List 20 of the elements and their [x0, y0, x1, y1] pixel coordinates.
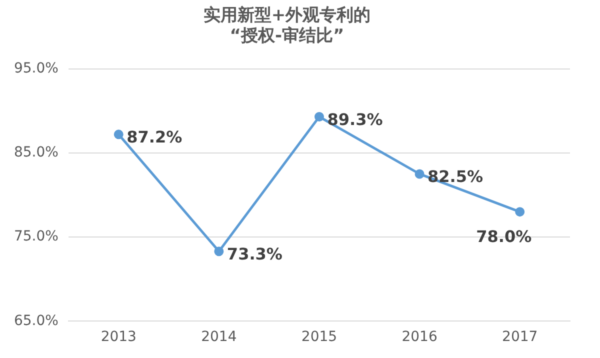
data-label: 89.3%	[327, 110, 383, 129]
x-tick-label: 2016	[402, 329, 438, 346]
x-tick-label: 2013	[100, 329, 136, 346]
point	[414, 169, 424, 179]
y-tick-label: 85.0%	[14, 144, 58, 161]
y-tick-label: 95.0%	[14, 60, 58, 76]
point	[314, 112, 324, 122]
y-tick-label: 65.0%	[14, 312, 58, 329]
x-tick-label: 2015	[301, 329, 338, 346]
y-tick-label: 75.0%	[14, 228, 58, 245]
data-label: 87.2%	[126, 128, 182, 147]
x-tick-label: 2014	[201, 329, 237, 346]
point	[114, 130, 124, 140]
data-label: 78.0%	[476, 226, 532, 246]
point	[214, 246, 224, 256]
data-label: 82.5%	[428, 167, 484, 186]
chart-title: 实用新型+外观专利的 “授权-审结比”	[203, 6, 371, 46]
x-tick-label: 2017	[502, 329, 538, 346]
data-label: 73.3%	[226, 244, 282, 264]
point	[515, 207, 525, 217]
